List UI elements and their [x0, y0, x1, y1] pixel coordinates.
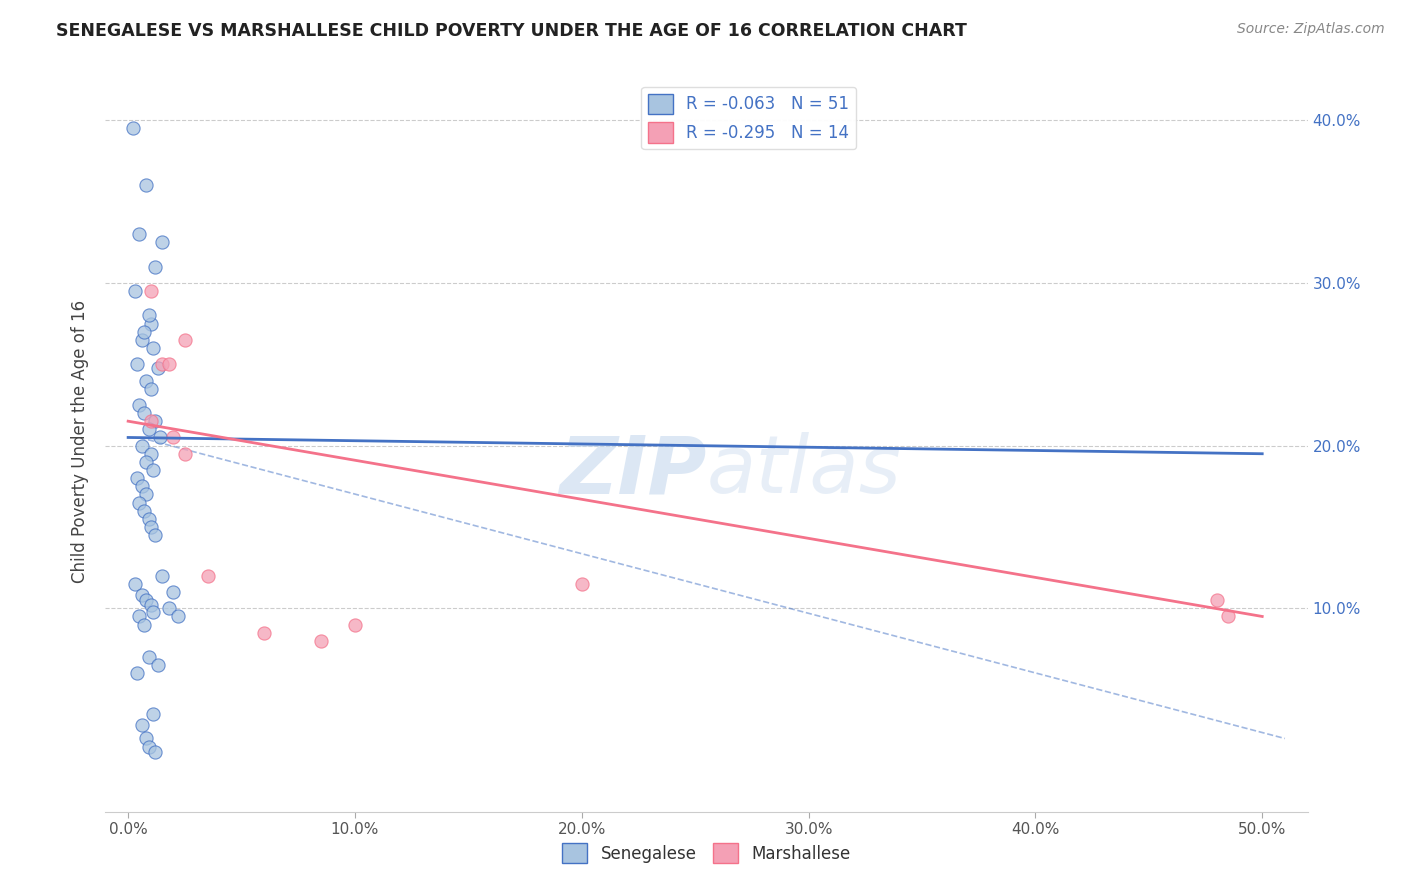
Point: [142, 707, 165, 722]
Point: [142, 463, 165, 477]
Point: [150, 235, 173, 250]
Point: [142, 605, 165, 619]
Point: [131, 439, 153, 453]
Point: [132, 325, 155, 339]
Point: [143, 745, 166, 759]
Point: [132, 406, 155, 420]
Point: [135, 455, 157, 469]
Point: [343, 617, 366, 632]
Point: [139, 520, 162, 534]
Point: [143, 260, 166, 274]
Point: [143, 414, 166, 428]
Point: [135, 178, 157, 193]
Point: [138, 309, 160, 323]
Point: [173, 447, 195, 461]
Point: [127, 471, 149, 485]
Point: [571, 577, 593, 591]
Point: [138, 739, 160, 754]
Point: [253, 625, 276, 640]
Point: [139, 284, 162, 298]
Point: [131, 479, 153, 493]
Point: [139, 414, 162, 428]
Point: [124, 284, 146, 298]
Point: [127, 357, 149, 371]
Point: [135, 374, 157, 388]
Point: [138, 512, 160, 526]
Point: [162, 585, 184, 599]
Point: [128, 495, 150, 509]
Point: [128, 609, 150, 624]
Point: [124, 577, 146, 591]
Point: [131, 718, 153, 732]
Point: [167, 609, 190, 624]
Point: [132, 617, 155, 632]
Point: [135, 593, 157, 607]
Text: Source: ZipAtlas.com: Source: ZipAtlas.com: [1237, 22, 1385, 37]
Point: [150, 568, 173, 582]
Point: [138, 422, 160, 436]
Point: [157, 601, 180, 615]
Point: [197, 568, 219, 582]
Text: ZIP: ZIP: [560, 432, 707, 510]
Point: [131, 333, 153, 347]
Text: atlas: atlas: [707, 432, 901, 510]
Point: [139, 598, 162, 612]
Point: [139, 317, 162, 331]
Point: [157, 357, 180, 371]
Point: [143, 528, 166, 542]
Text: SENEGALESE VS MARSHALLESE CHILD POVERTY UNDER THE AGE OF 16 CORRELATION CHART: SENEGALESE VS MARSHALLESE CHILD POVERTY …: [56, 22, 967, 40]
Point: [121, 121, 143, 136]
Point: [146, 360, 169, 375]
Point: [150, 357, 173, 371]
Point: [132, 504, 155, 518]
Point: [135, 731, 157, 746]
Point: [146, 658, 169, 673]
Point: [139, 447, 162, 461]
Point: [139, 382, 162, 396]
Point: [1205, 593, 1227, 607]
Point: [142, 341, 165, 355]
Point: [127, 666, 149, 681]
Point: [149, 430, 172, 444]
Point: [128, 227, 150, 241]
Point: [162, 430, 184, 444]
Point: [128, 398, 150, 412]
Legend: Senegalese, Marshallese: Senegalese, Marshallese: [555, 837, 858, 870]
Point: [1218, 609, 1240, 624]
Point: [309, 633, 332, 648]
Point: [173, 333, 195, 347]
Y-axis label: Child Poverty Under the Age of 16: Child Poverty Under the Age of 16: [72, 300, 90, 583]
Point: [135, 487, 157, 501]
Point: [131, 588, 153, 602]
Point: [138, 650, 160, 665]
